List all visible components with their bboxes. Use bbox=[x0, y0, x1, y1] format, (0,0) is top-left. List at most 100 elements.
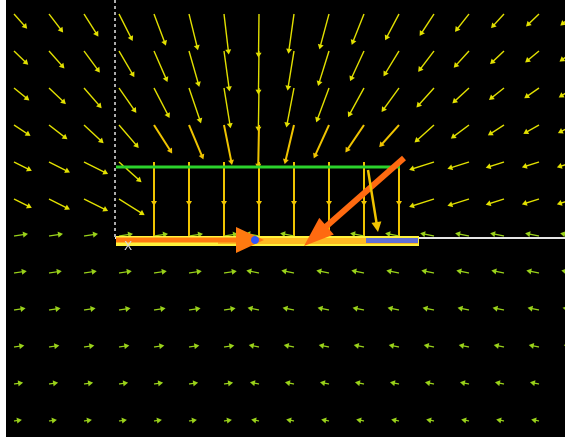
field-arrow-head bbox=[23, 95, 30, 101]
field-arrow-head bbox=[280, 231, 286, 238]
field-arrow bbox=[287, 345, 295, 348]
field-arrow-head bbox=[90, 306, 96, 312]
field-arrow bbox=[153, 124, 171, 151]
field-arrow-head bbox=[226, 122, 233, 129]
field-arrow-head bbox=[58, 62, 65, 69]
field-arrow-head bbox=[282, 158, 289, 165]
field-arrow-head bbox=[409, 202, 415, 209]
probe-point[interactable] bbox=[251, 236, 259, 244]
field-arrow bbox=[490, 124, 505, 134]
field-arrow-head bbox=[521, 200, 528, 206]
field-arrow bbox=[48, 198, 67, 209]
field-arrow-head bbox=[130, 107, 137, 113]
field-arrow-head bbox=[123, 343, 130, 350]
field-arrow bbox=[13, 87, 27, 99]
field-arrow bbox=[188, 87, 201, 120]
field-viewport[interactable]: X bbox=[6, 0, 565, 437]
field-arrow bbox=[381, 124, 400, 145]
field-arrow-head bbox=[285, 85, 292, 91]
field-arrow-head bbox=[383, 70, 389, 77]
field-arrow-head bbox=[60, 98, 66, 105]
field-arrow bbox=[451, 161, 470, 169]
field-arrow bbox=[188, 308, 197, 311]
field-arrow bbox=[83, 271, 93, 274]
field-arrow bbox=[560, 164, 565, 167]
field-arrow bbox=[48, 50, 63, 66]
field-arrow bbox=[462, 345, 470, 348]
field-arrow bbox=[188, 13, 198, 47]
field-arrow-head bbox=[384, 34, 391, 41]
field-arrow-head bbox=[22, 231, 28, 238]
field-arrow bbox=[420, 50, 435, 70]
field-arrow bbox=[48, 345, 56, 348]
field-arrow-head bbox=[318, 342, 325, 349]
field-arrow-head bbox=[389, 380, 396, 387]
field-arrow-head bbox=[225, 49, 232, 55]
field-arrow-head bbox=[125, 306, 131, 312]
field-arrow bbox=[390, 270, 400, 274]
field-arrow bbox=[496, 307, 505, 311]
field-arrow-head bbox=[195, 306, 201, 312]
field-arrow bbox=[223, 124, 233, 162]
field-arrow bbox=[346, 124, 365, 150]
field-arrow bbox=[83, 198, 105, 210]
field-arrow bbox=[13, 345, 21, 348]
field-arrow-head bbox=[494, 380, 501, 387]
field-arrow-head bbox=[426, 417, 432, 424]
field-arrow-head bbox=[388, 342, 395, 349]
field-arrow-head bbox=[86, 417, 92, 424]
field-arrow-head bbox=[562, 306, 565, 310]
field-arrow-head bbox=[52, 380, 59, 387]
field-arrow bbox=[118, 233, 130, 237]
field-arrow-head bbox=[102, 169, 109, 175]
field-arrow bbox=[491, 87, 505, 99]
field-arrow-head bbox=[526, 268, 532, 275]
field-arrow-head bbox=[64, 204, 70, 210]
field-arrow-head bbox=[228, 343, 235, 350]
field-arrow bbox=[526, 124, 540, 133]
field-arrow-head bbox=[196, 268, 202, 275]
field-arrow bbox=[153, 233, 165, 237]
field-arrow-head bbox=[492, 305, 499, 312]
field-arrow bbox=[188, 271, 198, 274]
field-arrow-head bbox=[246, 268, 252, 275]
field-arrow bbox=[286, 87, 295, 124]
field-arrow-head bbox=[350, 39, 357, 45]
field-arrow-head bbox=[356, 417, 362, 424]
field-arrow bbox=[83, 161, 105, 173]
field-arrow bbox=[13, 198, 29, 207]
field-arrow-head bbox=[133, 142, 139, 149]
field-arrow-head bbox=[97, 137, 104, 144]
field-arrow bbox=[356, 307, 365, 311]
field-arrow bbox=[388, 233, 400, 237]
field-arrow-head bbox=[525, 231, 531, 238]
field-arrow-head bbox=[354, 380, 361, 387]
field-arrow-head bbox=[521, 163, 528, 169]
x-axis-label: X bbox=[124, 239, 133, 253]
field-arrow-head bbox=[452, 97, 459, 104]
field-arrow-head bbox=[491, 268, 497, 275]
field-arrow bbox=[489, 161, 505, 168]
field-arrow bbox=[118, 271, 128, 274]
field-arrow bbox=[386, 13, 400, 38]
field-arrow-head bbox=[286, 48, 293, 54]
field-arrow bbox=[13, 124, 28, 135]
field-arrow-head bbox=[228, 159, 234, 166]
field-arrow bbox=[492, 50, 505, 62]
field-arrow bbox=[561, 128, 565, 132]
field-arrow-head bbox=[225, 86, 232, 92]
field-arrow bbox=[352, 13, 365, 42]
field-arrow-head bbox=[316, 80, 323, 87]
field-arrow bbox=[525, 161, 540, 167]
diagonal-resultant-arrow-head bbox=[304, 217, 334, 246]
field-arrow bbox=[252, 345, 260, 348]
field-arrow bbox=[351, 50, 365, 78]
field-arrow-head bbox=[20, 306, 26, 312]
field-arrow bbox=[527, 87, 540, 97]
vector-field-canvas[interactable] bbox=[6, 0, 565, 437]
field-arrow bbox=[489, 198, 505, 205]
field-arrow-head bbox=[523, 128, 530, 135]
field-arrow-head bbox=[420, 231, 426, 238]
field-arrow bbox=[188, 50, 199, 84]
